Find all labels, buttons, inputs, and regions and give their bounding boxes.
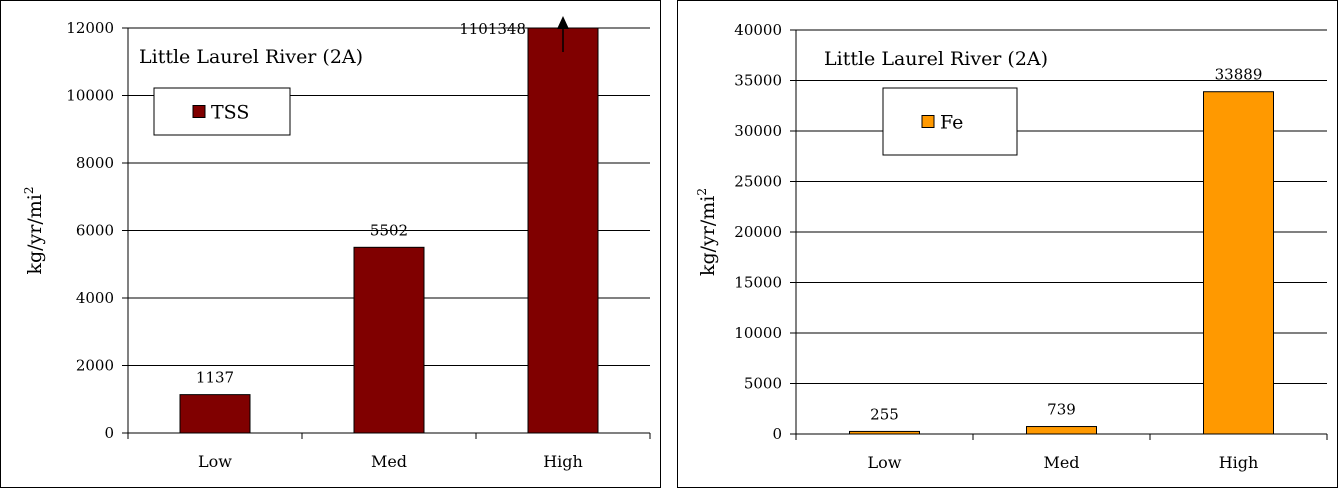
y-tick-label: 35000 (734, 72, 782, 90)
x-tick-label: High (1219, 453, 1259, 472)
y-axis-label-text: kg/yr/mi (697, 196, 719, 276)
y-tick-label: 10000 (66, 87, 114, 105)
data-label: 739 (1047, 401, 1076, 419)
y-tick-label: 2000 (76, 357, 114, 375)
x-tick-label: Med (1043, 453, 1079, 472)
y-tick-label: 15000 (734, 274, 782, 292)
y-axis-label-text: kg/yr/mi (24, 194, 46, 274)
legend-label: TSS (211, 102, 249, 124)
data-label: 1137 (196, 369, 234, 387)
y-tick-label: 5000 (744, 375, 782, 393)
x-tick-label: Med (371, 452, 407, 471)
bar-med (353, 246, 425, 434)
y-axis-label-superscript: 2 (695, 188, 709, 196)
y-tick-label: 0 (104, 424, 114, 442)
y-tick-label: 10000 (734, 324, 782, 342)
overflow-arrow-head (557, 16, 569, 29)
fe-chart: 0 5000 10000 15000 20000 25000 30000 35000 40000… (677, 0, 1338, 488)
tss-chart: 0 2000 4000 6000 8000 10000 12000 1137 Low 5502 Me… (0, 0, 661, 488)
y-tick-label: 12000 (66, 19, 114, 37)
y-tick-label: 30000 (734, 122, 782, 140)
data-label: 1101348 (459, 20, 526, 38)
bar-low (179, 394, 251, 434)
legend-swatch (921, 115, 935, 128)
legend-label: Fe (940, 112, 963, 134)
data-label: 5502 (370, 221, 408, 239)
fe-chart-svg: 0 5000 10000 15000 20000 25000 30000 35000 40000… (695, 21, 1328, 472)
x-tick-label: Low (868, 453, 902, 472)
y-tick-label: 4000 (76, 289, 114, 307)
y-tick-label: 0 (772, 425, 782, 443)
data-label: 33889 (1215, 66, 1263, 84)
legend-box (882, 87, 1018, 156)
bar-high (527, 27, 599, 434)
chart-title: Little Laurel River (2A) (824, 48, 1048, 70)
y-tick-label: 8000 (76, 154, 114, 172)
x-tick-label: High (543, 452, 583, 471)
y-tick-label: 25000 (734, 173, 782, 191)
y-axis-label: kg/yr/mi2 (695, 188, 719, 276)
chart-title: Little Laurel River (2A) (139, 46, 363, 68)
y-axis-label: kg/yr/mi2 (22, 186, 46, 274)
bar-med (1026, 426, 1097, 435)
y-tick-label: 20000 (734, 223, 782, 241)
y-axis-label-superscript: 2 (22, 186, 36, 194)
data-label: 255 (870, 405, 899, 423)
x-tick-label: Low (198, 452, 232, 471)
bar-high (1203, 91, 1274, 435)
bar-low (849, 430, 920, 435)
legend-box (153, 87, 291, 136)
y-tick-label: 40000 (734, 21, 782, 39)
y-tick-label: 6000 (76, 222, 114, 240)
legend-swatch (192, 105, 206, 118)
tss-chart-svg: 0 2000 4000 6000 8000 10000 12000 1137 Low 5502 Me… (22, 16, 651, 471)
